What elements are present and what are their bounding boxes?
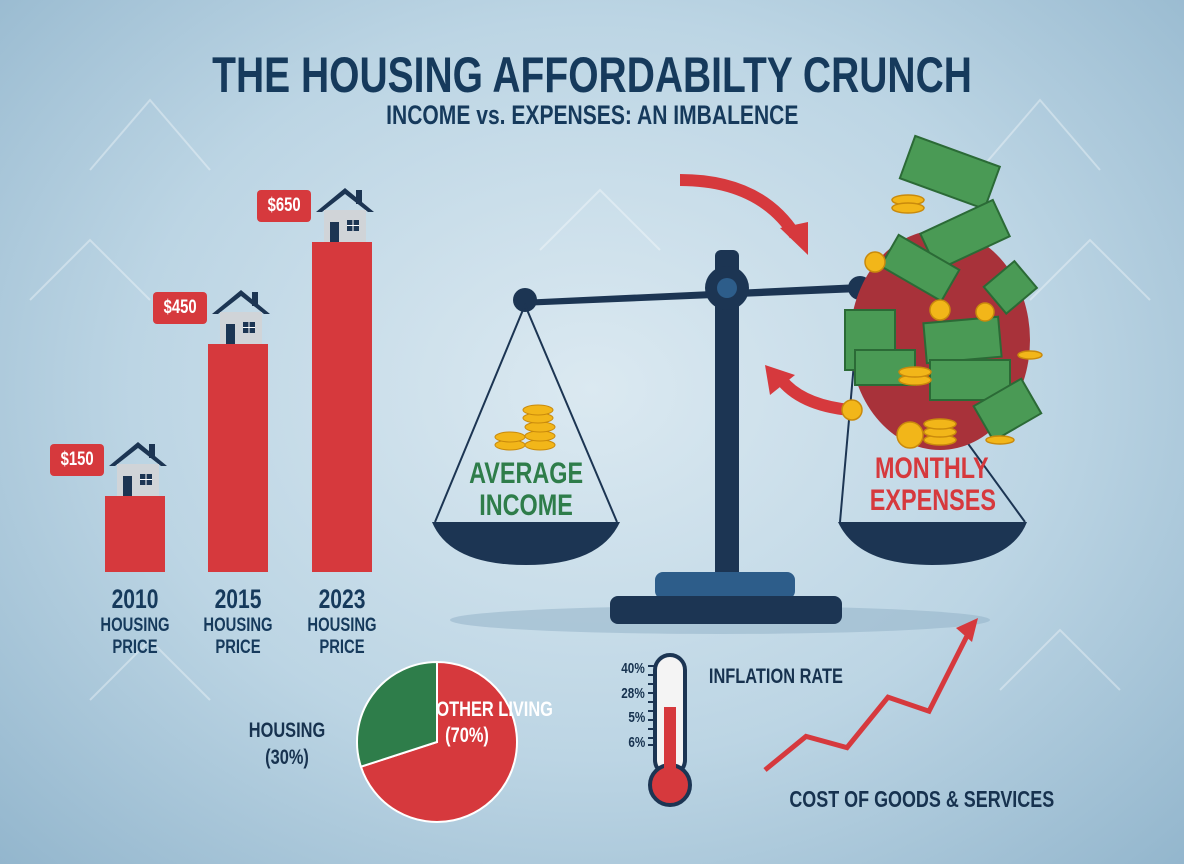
pie-slice-other-living <box>359 660 518 823</box>
bar-2010 <box>105 495 165 572</box>
average-income-label: AVERAGE INCOME <box>468 457 583 522</box>
price-tag: $150 <box>50 443 105 476</box>
house-icon <box>316 188 374 242</box>
price-tag: $650 <box>257 190 312 222</box>
cost-trend-line <box>763 628 973 772</box>
trend-arrowhead <box>956 618 978 642</box>
house-icon <box>212 289 270 344</box>
inflation-rate-label: INFLATION RATE <box>708 665 843 688</box>
page-subtitle: INCOME vs. EXPENSES: AN IMBALENCE <box>385 100 799 130</box>
house-icon <box>109 441 167 496</box>
money-pile-icon <box>841 134 1043 450</box>
bar-2023 <box>312 242 372 572</box>
bar-2015 <box>208 343 268 572</box>
bar-label: 2023 HOUSING PRICE <box>307 584 377 658</box>
thermometer-ticks: 40% 28% 5% 6% <box>621 660 646 751</box>
pie-slice-housing <box>356 660 438 768</box>
bar-label: 2015 HOUSING PRICE <box>203 584 273 658</box>
page-title: THE HOUSING AFFORDABILTY CRUNCH <box>212 47 972 103</box>
cost-of-goods-label: COST OF GOODS & SERVICES <box>789 786 1055 812</box>
scale-icon <box>432 250 1027 624</box>
pie-label-other-living: OTHER LIVING (70%) <box>436 698 553 747</box>
price-tag: $450 <box>153 291 208 324</box>
pie-label-housing: HOUSING (30%) <box>248 719 326 769</box>
bar-label: 2010 HOUSING PRICE <box>100 584 170 658</box>
red-arrow-down <box>679 174 801 239</box>
monthly-expenses-label: MONTHLY EXPENSES <box>869 452 996 517</box>
